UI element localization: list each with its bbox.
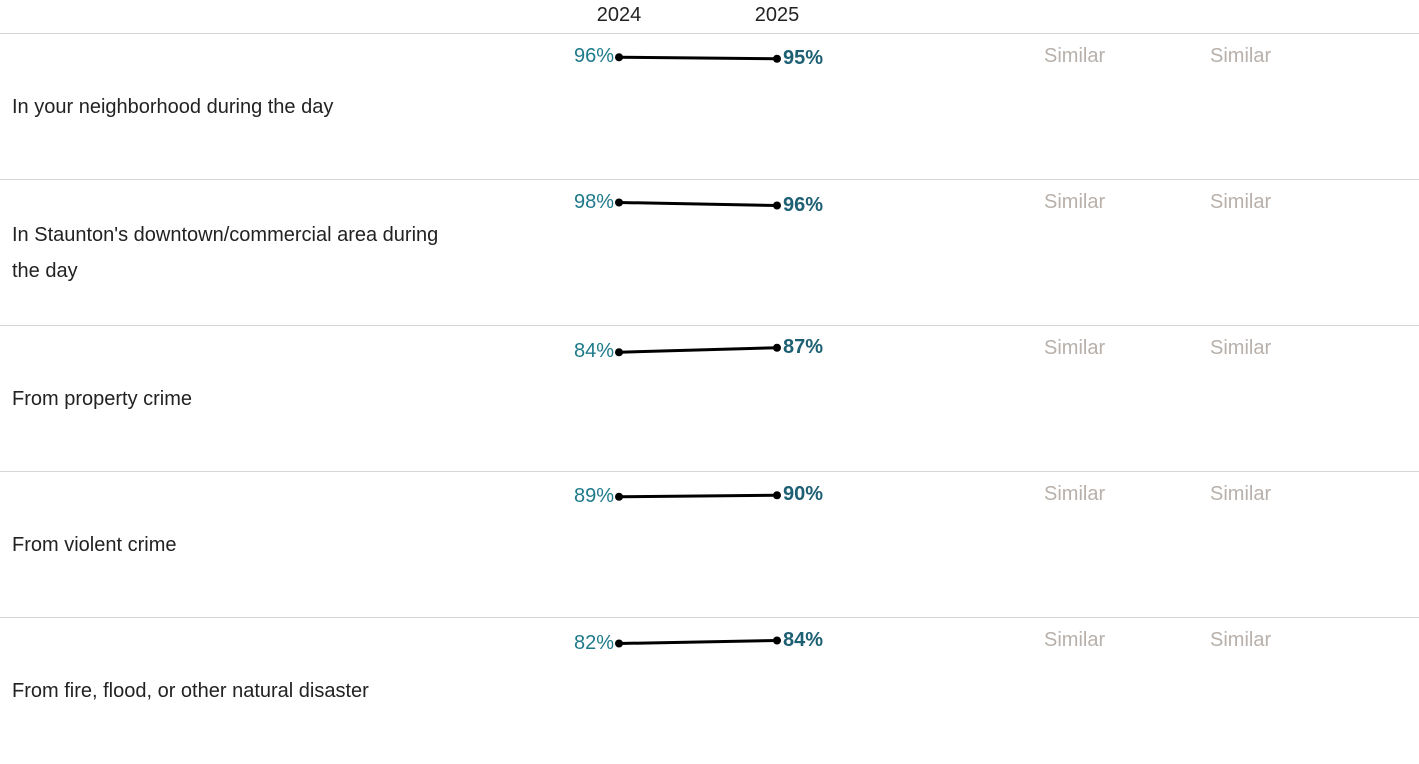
dot-2025 [773,54,781,63]
row: From fire, flood, or other natural disas… [0,617,1419,764]
row-label: From violent crime [12,534,177,556]
dot-2025 [773,636,781,645]
comparison: Similar [1044,629,1106,651]
row: From property crime [0,325,1419,472]
value-label-2024: 98% [573,190,614,213]
row: From violent crime [0,471,1419,618]
slope-line [618,639,778,645]
row: In your neighborhood during the day [0,33,1419,180]
value-label-2024: 96% [573,45,614,68]
value-label-2025: 95% [783,46,824,69]
slope-line [618,493,778,499]
dot-2024 [615,492,623,501]
value-label-2025: 84% [783,628,824,651]
comparison: Similar [1210,45,1272,67]
row-label: From fire, flood, or other natural disas… [12,680,369,702]
row-label: From property crime [12,388,193,410]
value-label-2024: 89% [573,484,614,507]
dot-2024 [615,639,623,648]
comparison: Similar [1210,191,1272,213]
comparison: Similar [1210,337,1272,359]
comparison: Similar [1044,191,1106,213]
dot-2025 [773,201,781,210]
dot-2024 [615,198,623,207]
row-label: In Staunton's downtown/commercial area d… [12,224,439,282]
comparison: Similar [1210,629,1272,651]
dot-2025 [773,343,781,352]
comparison: Similar [1044,45,1106,67]
dot-2024 [615,53,623,62]
row-label: In your neighborhood during the day [12,96,334,118]
value-label-2025: 90% [783,483,824,506]
comparison: Similar [1210,483,1272,505]
column-header: 2025 [754,4,800,26]
value-label-2024: 84% [573,340,614,363]
dot-2024 [615,348,623,357]
comparison: Similar [1044,337,1106,359]
dot-2025 [773,491,781,500]
comparison: Similar [1044,483,1106,505]
value-label-2025: 96% [783,193,824,216]
row: In Staunton's downtown/commercial area d… [0,179,1419,326]
slope-line [618,201,778,207]
slope-line [618,55,778,61]
value-label-2024: 82% [573,631,614,654]
slope-line [618,346,778,354]
value-label-2025: 87% [783,335,824,358]
column-header: 2024 [596,4,642,26]
